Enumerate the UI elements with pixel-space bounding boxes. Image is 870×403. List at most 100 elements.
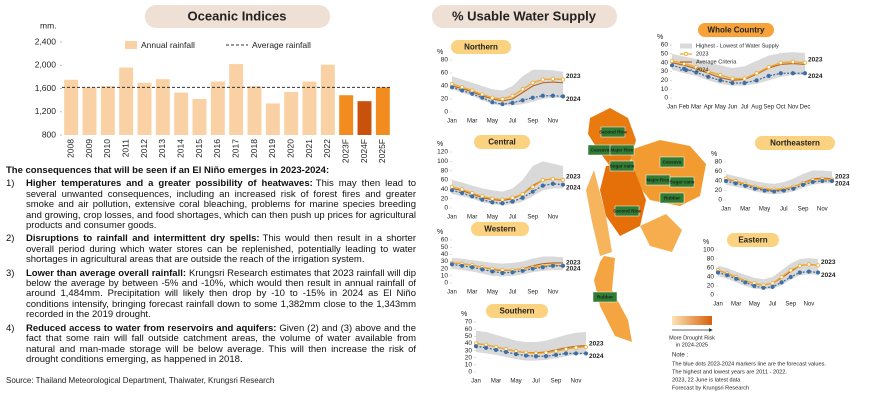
bar [320, 64, 335, 135]
point [490, 196, 495, 201]
point [540, 183, 545, 188]
point [500, 197, 505, 202]
point [797, 263, 802, 268]
point [718, 72, 723, 78]
point [530, 95, 535, 100]
x-tick-label: Oct [776, 105, 786, 111]
series-end-label: 2024 [566, 266, 581, 273]
y-tick-label: 100 [437, 158, 448, 165]
point [540, 177, 545, 183]
y-tick-label: 2,400 [35, 36, 57, 46]
point [806, 262, 812, 267]
y-tick-label: 0 [664, 95, 668, 102]
y-axis-label: % [703, 239, 709, 246]
title-pill [727, 233, 779, 247]
crop-label: Second Rice [599, 130, 627, 135]
point [550, 76, 556, 81]
point [449, 262, 455, 267]
item-text: This may then lead to several unwanted c… [26, 178, 416, 232]
x-tick-label: May [510, 379, 521, 385]
point [800, 182, 806, 187]
point [820, 178, 825, 184]
point [752, 283, 757, 289]
point [543, 350, 549, 355]
point [480, 267, 485, 272]
point [788, 268, 793, 273]
y-axis-label: % [437, 141, 443, 148]
point [806, 269, 812, 274]
x-tick-label: 2009 [84, 139, 94, 158]
x-tick-label: Nov [804, 302, 815, 308]
range-band [726, 170, 832, 195]
point [459, 187, 465, 192]
bar [210, 81, 225, 135]
bar [284, 91, 299, 135]
y-tick-label: 0 [710, 292, 714, 299]
range-band [452, 256, 563, 277]
heading: The consequences that will be seen if an… [6, 165, 330, 176]
x-tick-label: May [759, 207, 770, 213]
point [715, 270, 721, 275]
point [510, 195, 515, 200]
bar [100, 86, 115, 135]
point [490, 200, 495, 205]
x-tick-label: 2019 [267, 139, 277, 158]
x-tick-label: 2020 [285, 139, 295, 158]
y-axis-label: mm. [40, 20, 57, 30]
y-axis-label: % [437, 49, 443, 56]
point [553, 349, 559, 354]
region [586, 170, 612, 256]
legend-marker [683, 51, 689, 57]
crop-box [659, 156, 685, 168]
point [779, 274, 784, 280]
point [560, 77, 566, 82]
point [459, 190, 465, 196]
y-tick-label: 20 [441, 195, 449, 202]
series-end-label: 2024 [821, 272, 836, 279]
point [669, 58, 675, 64]
series-line [671, 62, 806, 81]
x-tick-label: 2023F [340, 139, 350, 163]
x-tick-label: Mar [467, 119, 477, 125]
y-tick-label: 20 [661, 77, 669, 84]
list-item: 1) Higher temperatures and a greater poss… [6, 179, 416, 231]
point [754, 78, 759, 83]
item-text: This would then result in a shorter over… [26, 233, 416, 266]
consequences: The consequences that will be seen if an… [6, 165, 416, 368]
bar [375, 87, 390, 135]
x-tick-label: 2016 [212, 139, 222, 158]
point [490, 95, 495, 100]
drought-label: More Drought Risk [669, 335, 715, 341]
x-tick-label: May [487, 215, 498, 221]
point [797, 270, 802, 275]
crop-box [609, 144, 635, 156]
point [473, 344, 479, 349]
bar [174, 92, 189, 135]
x-tick-label: May [715, 105, 726, 111]
y-axis-label: % [657, 34, 663, 41]
range-band [672, 52, 805, 86]
point [583, 351, 589, 356]
point [459, 88, 465, 93]
note-line: The highest and lowest years are 2011 - … [672, 369, 787, 375]
point [770, 284, 775, 289]
y-tick-label: 20 [715, 187, 723, 194]
point [802, 60, 808, 65]
series-end-label: 2023 [566, 73, 581, 80]
x-tick-label: Sep [798, 207, 809, 213]
title-pill [474, 135, 530, 149]
item-number: 1) [6, 178, 15, 190]
x-tick-label: Sep [527, 215, 538, 221]
legend-label: 2024 [696, 67, 708, 73]
item-body: Higher temperatures and a greater possib… [26, 179, 416, 231]
y-tick-label: 100 [703, 247, 714, 254]
legend-marker [683, 67, 689, 73]
chart-title: Western [484, 225, 516, 234]
chart-title: Southern [499, 307, 534, 316]
note-line: The blue dots 2023-2024 markers line are… [672, 361, 826, 367]
legend-label: Annual rainfall [141, 40, 195, 50]
point [829, 178, 835, 184]
series-end-label: 2023 [566, 260, 581, 267]
y-tick-label: 70 [465, 319, 473, 326]
